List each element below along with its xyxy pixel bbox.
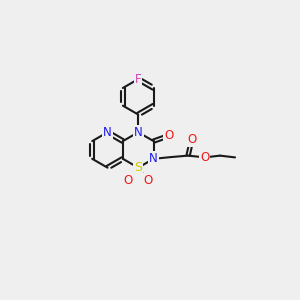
Text: O: O [143, 174, 153, 187]
Text: S: S [134, 161, 142, 174]
Text: O: O [124, 174, 133, 187]
Text: O: O [200, 151, 209, 164]
Text: N: N [149, 152, 158, 165]
Text: N: N [134, 126, 142, 139]
Text: O: O [187, 133, 196, 146]
Text: O: O [164, 129, 173, 142]
Text: N: N [103, 126, 112, 139]
Text: F: F [135, 73, 142, 85]
